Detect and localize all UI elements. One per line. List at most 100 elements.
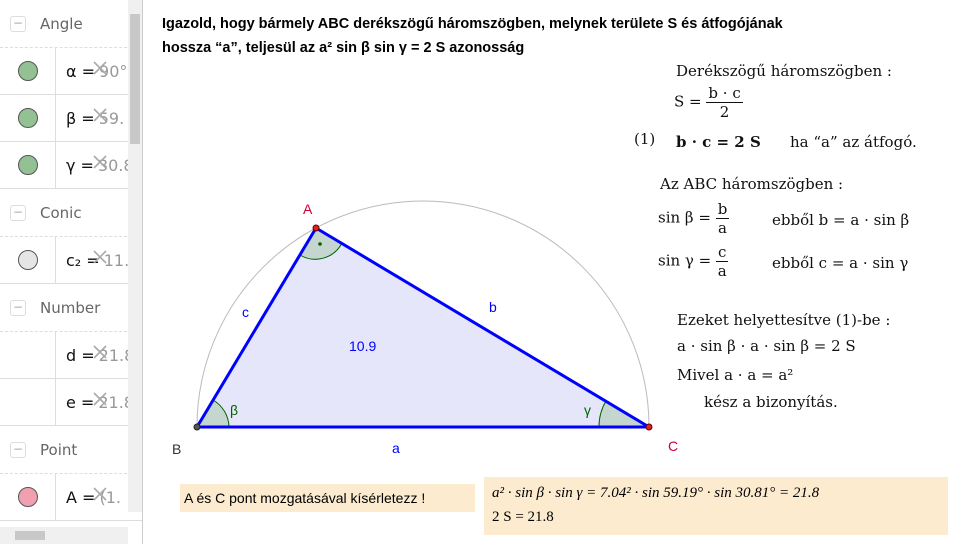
collapse-icon[interactable]: − bbox=[10, 299, 26, 316]
object-value: 21.8 bbox=[98, 392, 134, 412]
object-name: γ bbox=[66, 155, 76, 175]
proof-line: Ezeket helyettesítve (1)-be : bbox=[677, 311, 891, 329]
algebra-item[interactable]: d = 21.8 bbox=[0, 332, 142, 379]
semicircle-c2[interactable] bbox=[196, 200, 650, 428]
group-header-point[interactable]: − Point bbox=[0, 426, 142, 474]
collapse-icon[interactable]: − bbox=[10, 441, 26, 458]
calc-line-2: 2 S = 21.8 bbox=[492, 509, 554, 525]
denominator: 2 bbox=[719, 103, 730, 121]
numerator: b · c bbox=[706, 84, 743, 103]
point-A[interactable] bbox=[312, 224, 320, 232]
algebra-item[interactable]: γ = 30.8 bbox=[0, 142, 142, 189]
title-line-1: Igazold, hogy bármely ABC derékszögű hár… bbox=[162, 16, 783, 32]
algebra-expression[interactable]: e = 21.8 bbox=[66, 391, 134, 412]
algebra-expression[interactable]: A = (1. bbox=[66, 486, 121, 507]
visibility-toggle-icon[interactable] bbox=[17, 108, 38, 128]
sin-gamma-result: ebből c = a · sin γ bbox=[772, 254, 909, 272]
lhs: sin γ = bbox=[658, 251, 712, 270]
label-c: c bbox=[242, 304, 249, 320]
delete-icon[interactable] bbox=[92, 154, 108, 170]
algebra-expression[interactable]: α = 90° bbox=[66, 60, 128, 81]
sin-beta-result: ebből b = a · sin β bbox=[772, 211, 910, 229]
object-name: A bbox=[66, 487, 77, 507]
visibility-toggle-icon[interactable] bbox=[17, 155, 38, 175]
object-value: 59. bbox=[98, 108, 125, 128]
visibility-toggle-icon[interactable] bbox=[17, 250, 38, 270]
algebra-item[interactable]: c₂ = 11. bbox=[0, 237, 142, 284]
object-name: α bbox=[66, 61, 77, 81]
object-value: 21.8 bbox=[98, 345, 135, 365]
object-value: (1. bbox=[99, 487, 121, 507]
object-name: d bbox=[66, 345, 77, 365]
collapse-icon[interactable]: − bbox=[10, 204, 26, 221]
algebra-expression[interactable]: d = 21.8 bbox=[66, 344, 135, 365]
side-c[interactable] bbox=[195, 227, 318, 428]
algebra-view: − Angle α = 90° β = 59. γ = 30.8− Conic c₂ = 11. − N… bbox=[0, 0, 143, 544]
marble-cell bbox=[0, 379, 56, 425]
object-name: c₂ bbox=[66, 250, 82, 270]
group-label: Point bbox=[40, 440, 78, 459]
algebra-item[interactable]: α = 90° bbox=[0, 48, 142, 95]
object-value: 90° bbox=[99, 61, 128, 81]
delete-icon[interactable] bbox=[92, 486, 108, 502]
horizontal-scrollbar[interactable] bbox=[0, 527, 128, 544]
bc-equation: b · c = 2 S bbox=[676, 133, 761, 151]
marble-cell bbox=[0, 237, 56, 283]
hint-box: A és C pont mozgatásával kísérletezz ! bbox=[180, 484, 475, 512]
label-b: b bbox=[489, 299, 497, 315]
proof-line: kész a bizonyítás. bbox=[704, 393, 838, 411]
group-label: Angle bbox=[40, 14, 83, 33]
algebra-expression[interactable]: c₂ = 11. bbox=[66, 249, 130, 270]
collapse-icon[interactable]: − bbox=[10, 15, 26, 32]
visibility-toggle-icon[interactable] bbox=[17, 61, 38, 81]
proof-line: Derékszögű háromszögben : bbox=[676, 62, 892, 80]
delete-icon[interactable] bbox=[92, 391, 108, 407]
numerator: c bbox=[716, 243, 729, 262]
scroll-thumb[interactable] bbox=[130, 14, 140, 144]
bc-note: ha “a” az átfogó. bbox=[790, 133, 917, 151]
group-header-number[interactable]: − Number bbox=[0, 284, 142, 332]
marble-cell bbox=[0, 48, 56, 94]
calc-line-1: a² · sin β · sin γ = 7.04² · sin 59.19° … bbox=[492, 485, 820, 501]
point-B[interactable] bbox=[193, 423, 201, 431]
lhs: sin β = bbox=[658, 208, 711, 227]
label-C: C bbox=[668, 438, 679, 454]
group-header-conic[interactable]: − Conic bbox=[0, 189, 142, 237]
label-gamma: γ bbox=[584, 402, 591, 418]
proof-line: Az ABC háromszögben : bbox=[660, 175, 844, 193]
algebra-item[interactable]: e = 21.8 bbox=[0, 379, 142, 426]
marble-cell bbox=[0, 142, 56, 188]
triangle-fill[interactable] bbox=[197, 228, 649, 427]
delete-icon[interactable] bbox=[92, 107, 108, 123]
scroll-thumb[interactable] bbox=[15, 531, 45, 540]
proof-line: Mivel a · a = a² bbox=[677, 366, 794, 384]
delete-icon[interactable] bbox=[92, 344, 108, 360]
denominator: a bbox=[718, 219, 727, 237]
label-A: A bbox=[303, 201, 313, 217]
right-angle-dot bbox=[318, 242, 322, 246]
object-value: 11. bbox=[103, 250, 130, 270]
object-name: β bbox=[66, 108, 77, 128]
marble-cell bbox=[0, 474, 56, 520]
object-name: e bbox=[66, 392, 76, 412]
algebra-item[interactable]: β = 59. bbox=[0, 95, 142, 142]
point-C[interactable] bbox=[645, 423, 653, 431]
algebra-item[interactable]: A = (1. bbox=[0, 474, 142, 521]
side-b[interactable] bbox=[315, 226, 650, 429]
numerator: b bbox=[715, 200, 730, 219]
label-B: B bbox=[172, 441, 182, 457]
group-header-angle[interactable]: − Angle bbox=[0, 0, 142, 48]
delete-icon[interactable] bbox=[92, 249, 108, 265]
equation-number: (1) bbox=[634, 130, 656, 148]
delete-icon[interactable] bbox=[92, 60, 108, 76]
visibility-toggle-icon[interactable] bbox=[17, 487, 38, 507]
calculation-box: a² · sin β · sin γ = 7.04² · sin 59.19° … bbox=[484, 477, 948, 535]
group-label: Number bbox=[40, 298, 101, 317]
algebra-expression[interactable]: γ = 30.8 bbox=[66, 154, 134, 175]
vertical-scrollbar[interactable] bbox=[128, 0, 142, 512]
algebra-expression[interactable]: β = 59. bbox=[66, 107, 125, 128]
